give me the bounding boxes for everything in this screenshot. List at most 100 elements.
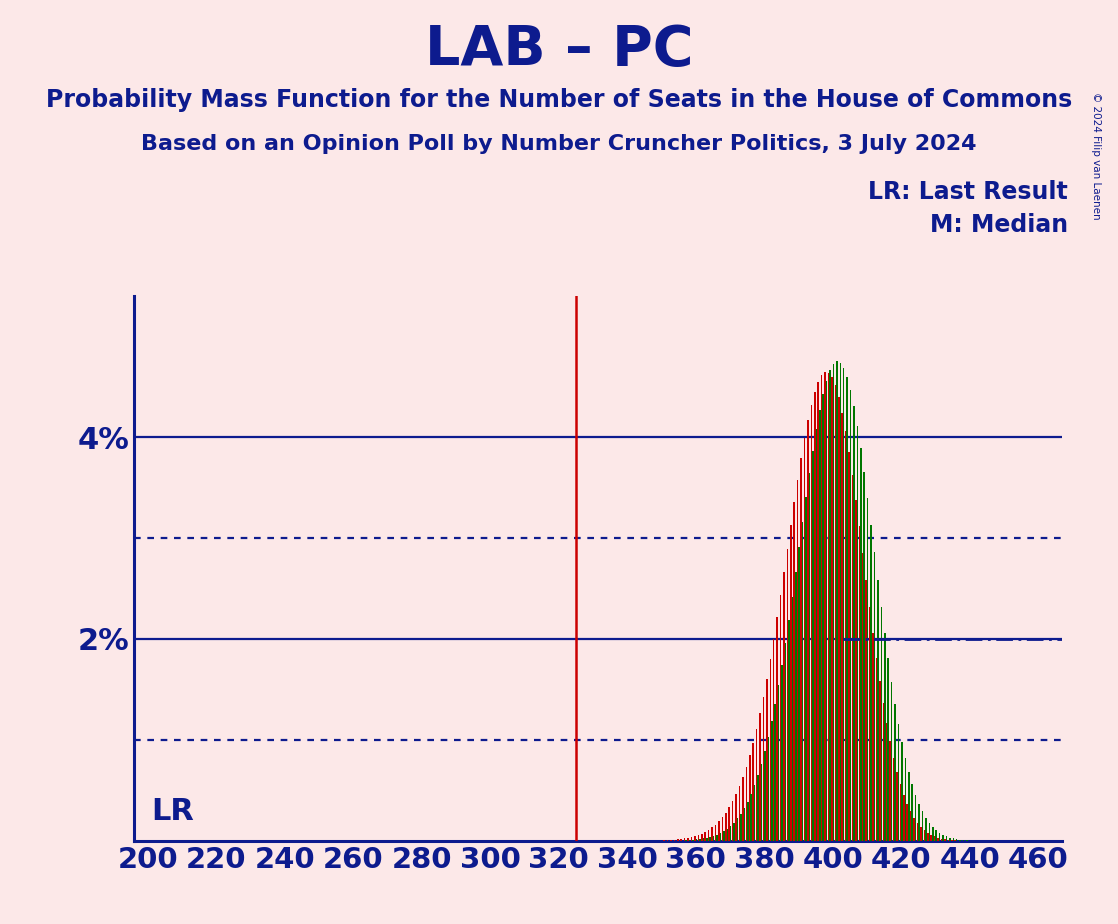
Bar — [807, 420, 808, 841]
Bar — [907, 804, 908, 841]
Text: M: Median: M: Median — [929, 213, 1068, 237]
Bar — [800, 458, 802, 841]
Bar — [859, 526, 860, 841]
Bar — [688, 838, 689, 841]
Bar — [888, 659, 889, 841]
Bar — [949, 837, 950, 841]
Bar — [866, 498, 869, 841]
Bar — [879, 681, 881, 841]
Bar — [910, 811, 911, 841]
Bar — [898, 723, 899, 841]
Bar — [788, 621, 789, 841]
Bar — [863, 472, 865, 841]
Bar — [940, 839, 942, 841]
Bar — [776, 617, 778, 841]
Bar — [850, 390, 851, 841]
Text: LR: Last Result: LR: Last Result — [868, 180, 1068, 204]
Bar — [766, 678, 768, 841]
Text: LAB – PC: LAB – PC — [425, 23, 693, 77]
Text: Probability Mass Function for the Number of Seats in the House of Commons: Probability Mass Function for the Number… — [46, 88, 1072, 112]
Text: LR: LR — [151, 796, 195, 826]
Bar — [881, 607, 882, 841]
Bar — [923, 831, 926, 841]
Bar — [927, 833, 929, 841]
Bar — [838, 397, 840, 841]
Bar — [781, 665, 783, 841]
Bar — [945, 839, 946, 841]
Bar — [765, 751, 766, 841]
Bar — [948, 840, 949, 841]
Bar — [920, 827, 921, 841]
Bar — [727, 829, 728, 841]
Bar — [852, 475, 853, 841]
Bar — [901, 742, 902, 841]
Bar — [862, 553, 863, 841]
Bar — [870, 525, 872, 841]
Bar — [717, 834, 718, 841]
Bar — [885, 723, 888, 841]
Bar — [790, 526, 792, 841]
Bar — [929, 822, 930, 841]
Text: Based on an Opinion Poll by Number Cruncher Politics, 3 July 2024: Based on an Opinion Poll by Number Crunc… — [141, 134, 977, 154]
Bar — [817, 382, 819, 841]
Bar — [855, 500, 856, 841]
Bar — [705, 838, 708, 841]
Bar — [711, 827, 713, 841]
Bar — [953, 838, 954, 841]
Bar — [752, 743, 754, 841]
Bar — [768, 737, 769, 841]
Bar — [826, 381, 827, 841]
Bar — [939, 833, 940, 841]
Bar — [942, 834, 944, 841]
Bar — [884, 633, 885, 841]
Bar — [937, 838, 939, 841]
Bar — [759, 713, 760, 841]
Bar — [674, 840, 675, 841]
Bar — [856, 426, 859, 841]
Bar — [911, 784, 913, 841]
Bar — [704, 832, 705, 841]
Text: © 2024 Filip van Laenen: © 2024 Filip van Laenen — [1091, 92, 1100, 220]
Bar — [875, 658, 878, 841]
Bar — [874, 553, 875, 841]
Bar — [833, 364, 834, 841]
Bar — [792, 597, 793, 841]
Bar — [808, 473, 811, 841]
Bar — [723, 831, 724, 841]
Bar — [760, 764, 762, 841]
Bar — [714, 824, 717, 841]
Bar — [865, 580, 866, 841]
Bar — [795, 572, 796, 841]
Bar — [730, 826, 731, 841]
Bar — [724, 813, 727, 841]
Bar — [882, 703, 884, 841]
Bar — [754, 785, 756, 841]
Bar — [692, 840, 694, 841]
Bar — [830, 371, 831, 841]
Bar — [678, 839, 679, 841]
Bar — [805, 497, 807, 841]
Bar — [946, 836, 947, 841]
Bar — [681, 839, 682, 841]
Bar — [812, 451, 814, 841]
Bar — [710, 837, 711, 841]
Bar — [691, 837, 692, 841]
Bar — [925, 818, 927, 841]
Bar — [740, 814, 741, 841]
Bar — [785, 643, 786, 841]
Bar — [762, 697, 765, 841]
Bar — [750, 794, 752, 841]
Bar — [708, 830, 710, 841]
Bar — [853, 407, 855, 841]
Bar — [736, 794, 737, 841]
Bar — [872, 633, 874, 841]
Bar — [814, 392, 815, 841]
Bar — [695, 839, 698, 841]
Bar — [823, 394, 824, 841]
Bar — [869, 607, 871, 841]
Bar — [771, 721, 773, 841]
Bar — [891, 682, 892, 841]
Bar — [824, 372, 826, 841]
Bar — [843, 368, 844, 841]
Bar — [936, 830, 937, 841]
